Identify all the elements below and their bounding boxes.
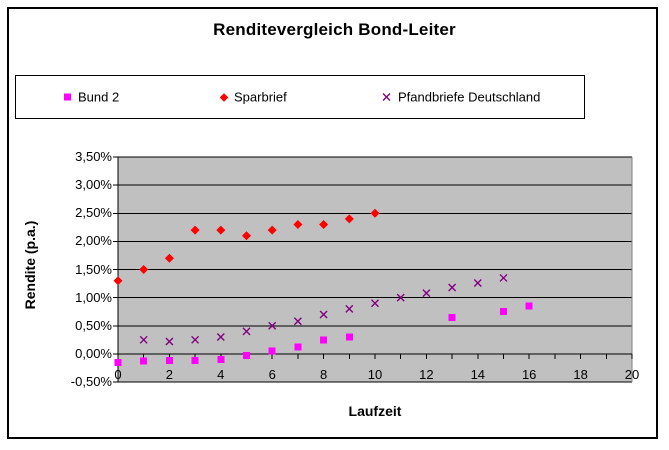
legend-label-pfandbriefe: Pfandbriefe Deutschland bbox=[398, 89, 541, 105]
legend-item-sparbrief: Sparbrief bbox=[219, 89, 287, 105]
data-point-sparbrief bbox=[242, 231, 251, 241]
y-tick-label: 3,50% bbox=[75, 149, 112, 164]
data-point-sparbrief bbox=[370, 208, 380, 218]
x-tick-label: 12 bbox=[419, 367, 434, 382]
data-point-pfandbriefe-deutschland bbox=[422, 289, 431, 298]
data-point-pfandbriefe-deutschland bbox=[216, 333, 225, 341]
x-axis-title: Laufzeit bbox=[348, 403, 402, 419]
data-point-pfandbriefe-deutschland bbox=[345, 304, 354, 313]
pfandbriefe-marker-icon bbox=[382, 93, 391, 101]
data-point-pfandbriefe-deutschland bbox=[319, 310, 328, 319]
data-point-pfandbriefe-deutschland bbox=[191, 335, 200, 344]
data-point-sparbrief bbox=[139, 265, 149, 274]
x-tick-label: 16 bbox=[521, 367, 537, 382]
y-tick-label: 2,50% bbox=[75, 205, 112, 221]
data-point-bund-2 bbox=[191, 357, 199, 365]
x-tick-label: 2 bbox=[165, 367, 173, 382]
y-tick-label: -0,50% bbox=[70, 374, 112, 389]
data-point-bund-2 bbox=[500, 308, 507, 316]
y-tick-label: 2,00% bbox=[75, 233, 112, 249]
data-point-pfandbriefe-deutschland bbox=[139, 335, 148, 344]
y-tick-label: 3,00% bbox=[75, 177, 112, 193]
data-point-sparbrief bbox=[319, 220, 329, 229]
data-point-pfandbriefe-deutschland bbox=[499, 273, 508, 282]
data-point-sparbrief bbox=[190, 225, 200, 235]
legend: Bund 2 Sparbrief Pfandbriefe Deutschland bbox=[15, 75, 585, 119]
data-point-sparbrief bbox=[164, 253, 174, 263]
chart-frame bbox=[7, 7, 658, 439]
data-point-sparbrief bbox=[267, 225, 277, 235]
data-point-sparbrief bbox=[344, 214, 354, 224]
data-point-pfandbriefe-deutschland bbox=[448, 283, 457, 292]
data-point-bund-2 bbox=[217, 356, 225, 363]
x-tick-label: 14 bbox=[470, 367, 486, 382]
data-point-bund-2 bbox=[140, 357, 148, 365]
legend-label-sparbrief: Sparbrief bbox=[234, 89, 287, 105]
data-point-pfandbriefe-deutschland bbox=[293, 317, 302, 326]
data-point-bund-2 bbox=[114, 358, 122, 366]
y-tick-label: 0,50% bbox=[75, 317, 112, 333]
data-point-pfandbriefe-deutschland bbox=[165, 337, 174, 346]
x-tick-label: 18 bbox=[573, 367, 588, 382]
legend-item-bund-2: Bund 2 bbox=[64, 90, 119, 105]
data-point-bund-2 bbox=[243, 352, 250, 360]
data-point-pfandbriefe-deutschland bbox=[473, 279, 482, 287]
bund-2-marker-icon bbox=[64, 93, 71, 101]
y-tick-label: 0,00% bbox=[75, 345, 112, 361]
x-tick-label: 4 bbox=[217, 367, 225, 382]
data-point-bund-2 bbox=[268, 347, 276, 355]
y-axis-title: Rendite (p.a.) bbox=[22, 220, 38, 310]
x-tick-label: 8 bbox=[319, 367, 328, 382]
x-tick-label: 0 bbox=[114, 367, 122, 382]
data-point-sparbrief bbox=[293, 220, 303, 229]
data-point-bund-2 bbox=[294, 343, 302, 351]
y-tick-label: 1,00% bbox=[75, 289, 112, 305]
data-point-bund-2 bbox=[525, 302, 533, 310]
data-point-pfandbriefe-deutschland bbox=[371, 299, 379, 308]
data-point-bund-2 bbox=[345, 333, 353, 341]
x-tick-label: 10 bbox=[367, 367, 383, 382]
x-tick-label: 20 bbox=[624, 367, 640, 382]
data-point-bund-2 bbox=[320, 336, 328, 344]
legend-item-pfandbriefe: Pfandbriefe Deutschland bbox=[382, 90, 540, 105]
data-point-pfandbriefe-deutschland bbox=[242, 327, 251, 336]
data-point-sparbrief bbox=[113, 276, 123, 286]
data-point-sparbrief bbox=[216, 225, 226, 235]
legend-label-bund-2: Bund 2 bbox=[78, 89, 120, 105]
data-point-pfandbriefe-deutschland bbox=[396, 293, 405, 302]
data-point-bund-2 bbox=[448, 313, 456, 321]
x-tick-label: 6 bbox=[268, 367, 276, 382]
data-point-bund-2 bbox=[165, 357, 173, 365]
data-point-pfandbriefe-deutschland bbox=[268, 321, 277, 330]
y-tick-label: 1,50% bbox=[75, 261, 112, 277]
chart-title: Renditevergleich Bond-Leiter bbox=[213, 20, 456, 39]
